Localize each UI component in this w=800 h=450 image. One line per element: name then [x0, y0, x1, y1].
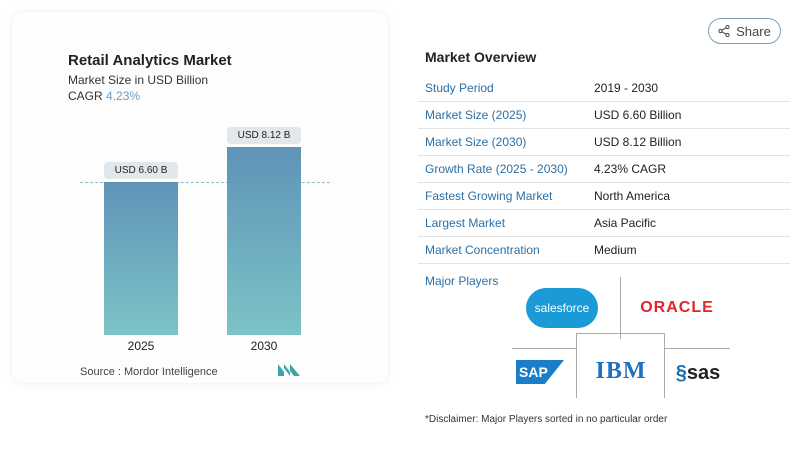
- salesforce-logo: salesforce: [526, 288, 598, 328]
- row-value: 4.23% CAGR: [594, 162, 667, 176]
- row-value: North America: [594, 189, 671, 203]
- data-label: USD 6.60 B: [104, 161, 178, 179]
- source: Source : Mordor Intelligence: [80, 366, 218, 378]
- row-key: Fastest Growing Market: [425, 189, 553, 203]
- reference-line: [80, 182, 330, 183]
- row-key: Market Concentration: [425, 243, 540, 257]
- ibm-logo: IBM: [595, 357, 647, 384]
- cagr: CAGR 4.23%: [68, 89, 140, 103]
- disclaimer: *Disclaimer: Major Players sorted in no …: [425, 414, 668, 425]
- overview-row: Market Size (2025) USD 6.60 Billion: [418, 102, 790, 129]
- share-button[interactable]: Share: [708, 18, 781, 44]
- row-value: 2019 - 2030: [594, 81, 659, 95]
- sas-logo: § sas: [675, 361, 721, 384]
- row-key: Growth Rate (2025 - 2030): [425, 162, 568, 176]
- overview-title: Market Overview: [425, 49, 537, 65]
- overview-row: Largest Market Asia Pacific: [418, 210, 790, 237]
- share-icon: [718, 25, 730, 37]
- cagr-value: 4.23%: [106, 89, 141, 103]
- x-tick-label: 2030: [250, 339, 278, 353]
- data-label: USD 8.12 B: [227, 126, 301, 144]
- chart-card: [12, 12, 388, 383]
- overview-table: Study Period 2019 - 2030 Market Size (2025…: [418, 75, 790, 264]
- row-key: Market Size (2025): [425, 108, 527, 122]
- bar-2030: [227, 146, 301, 335]
- overview-row: Fastest Growing Market North America: [418, 183, 790, 210]
- bar-2025: [104, 181, 178, 335]
- row-value: Asia Pacific: [594, 216, 657, 230]
- mordor-logo-icon: [278, 364, 300, 376]
- row-key: Study Period: [425, 81, 494, 95]
- row-value: USD 8.12 Billion: [594, 135, 682, 149]
- chart-subtitle: Market Size in USD Billion: [68, 73, 209, 87]
- row-key: Market Size (2030): [425, 135, 527, 149]
- oracle-logo: ORACLE: [640, 299, 714, 316]
- overview-row: Market Size (2030) USD 8.12 Billion: [418, 129, 790, 156]
- cagr-label: CAGR: [68, 89, 103, 103]
- row-key: Largest Market: [425, 216, 506, 230]
- x-tick-label: 2025: [127, 339, 155, 353]
- overview-row: Study Period 2019 - 2030: [418, 75, 790, 102]
- overview-row: Growth Rate (2025 - 2030) 4.23% CAGR: [418, 156, 790, 183]
- share-label: Share: [736, 23, 771, 39]
- overview-row: Market Concentration Medium: [418, 237, 790, 264]
- chart-title: Retail Analytics Market: [68, 52, 232, 69]
- sap-logo: SAP: [516, 360, 564, 384]
- major-players-label: Major Players: [425, 274, 499, 288]
- row-value: Medium: [594, 243, 637, 257]
- row-value: USD 6.60 Billion: [594, 108, 682, 122]
